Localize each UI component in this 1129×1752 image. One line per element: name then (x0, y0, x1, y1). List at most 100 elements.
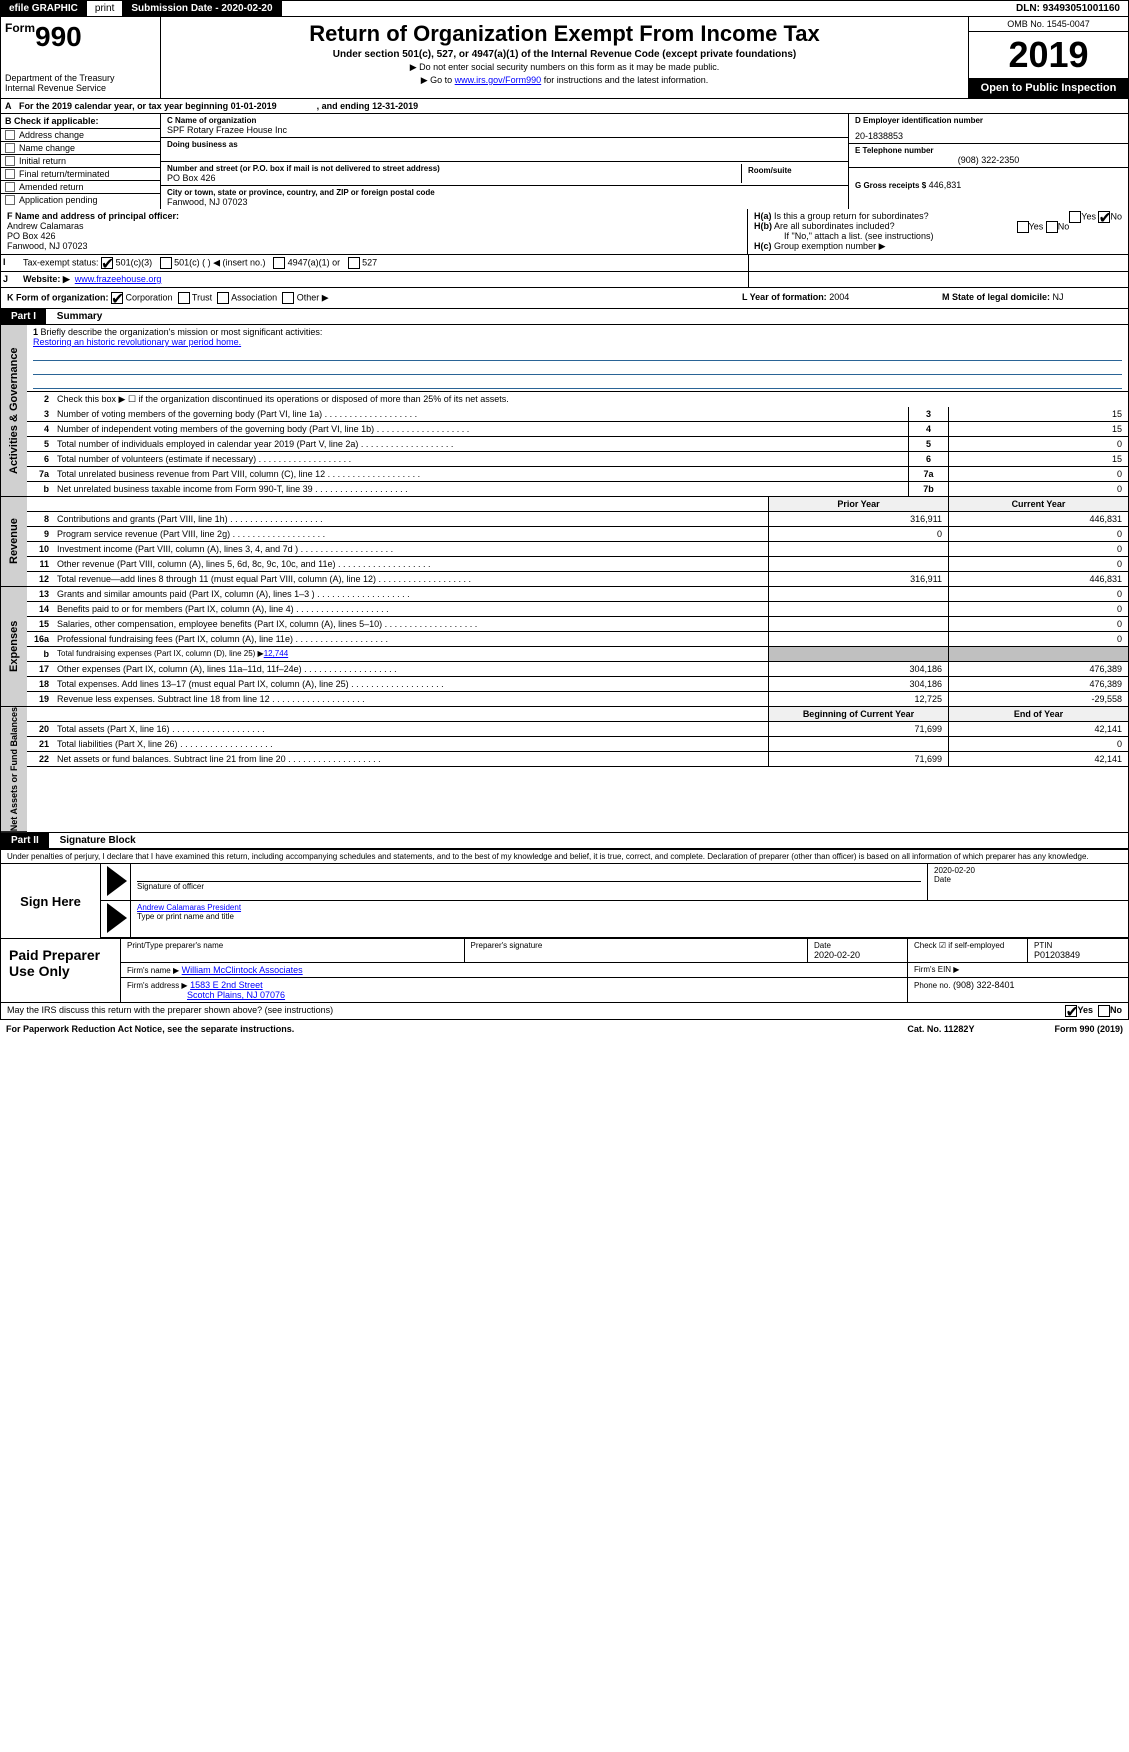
ein-label: D Employer identification number (855, 116, 1122, 125)
irs-link[interactable]: www.irs.gov/Form990 (455, 75, 542, 85)
discuss-row: May the IRS discuss this return with the… (0, 1003, 1129, 1020)
officer-name: Andrew Calamaras (7, 221, 741, 231)
gross-receipts: 446,831 (929, 180, 962, 190)
part1-title: Summary (49, 309, 111, 324)
dba-label: Doing business as (167, 140, 842, 149)
side-expenses: Expenses (1, 587, 27, 707)
chk-other[interactable] (282, 292, 294, 304)
row-klm: K Form of organization: Corporation Trus… (0, 288, 1129, 309)
row-i: I Tax-exempt status: 501(c)(3) 501(c) ( … (0, 255, 1129, 272)
efile-print[interactable]: print (87, 1, 123, 16)
hc-row: H(c) Group exemption number ▶ (754, 241, 1122, 252)
summary-line: 6Total number of volunteers (estimate if… (27, 452, 1128, 467)
chk-trust[interactable] (178, 292, 190, 304)
chk-address-change[interactable]: Address change (1, 128, 160, 141)
part2-tag: Part II (1, 833, 49, 848)
summary-line: 5Total number of individuals employed in… (27, 437, 1128, 452)
section-bcd: B Check if applicable: Address change Na… (0, 114, 1129, 209)
col-b-header: B Check if applicable: (1, 114, 160, 128)
form-header: Form990 Department of the Treasury Inter… (0, 17, 1129, 99)
row-j: J Website: ▶ www.frazeehouse.org (0, 272, 1129, 288)
summary-line: 14Benefits paid to or for members (Part … (27, 602, 1128, 617)
ha-no[interactable] (1098, 211, 1110, 223)
hb-row: H(b) Are all subordinates included? Yes … (754, 221, 1122, 231)
form-note1: ▶ Do not enter social security numbers o… (165, 62, 964, 73)
side-governance: Activities & Governance (1, 325, 27, 497)
omb-number: OMB No. 1545-0047 (969, 17, 1128, 32)
paid-label: Paid Preparer Use Only (1, 939, 121, 1002)
open-public: Open to Public Inspection (969, 78, 1128, 98)
side-netassets: Net Assets or Fund Balances (1, 707, 27, 832)
org-name: SPF Rotary Frazee House Inc (167, 125, 842, 135)
summary-line: 17Other expenses (Part IX, column (A), l… (27, 662, 1128, 677)
row-a: A For the 2019 calendar year, or tax yea… (0, 99, 1129, 114)
ha-yes[interactable] (1069, 211, 1081, 223)
hb-yes[interactable] (1017, 221, 1029, 233)
ha-row: H(a) Is this a group return for subordin… (754, 211, 1122, 221)
chk-501c3[interactable] (101, 257, 113, 269)
website-link[interactable]: www.frazeehouse.org (75, 274, 162, 284)
hdr-curr: Current Year (948, 497, 1128, 511)
summary-expenses: Expenses 13Grants and similar amounts pa… (0, 587, 1129, 707)
summary-netassets: Net Assets or Fund Balances Beginning of… (0, 707, 1129, 833)
summary-line: 18Total expenses. Add lines 13–17 (must … (27, 677, 1128, 692)
paid-preparer-block: Paid Preparer Use Only Print/Type prepar… (0, 939, 1129, 1003)
signature-arrow-icon (107, 903, 127, 933)
efile-bar: efile GRAPHIC print Submission Date - 20… (0, 0, 1129, 17)
tax-year: 2019 (969, 32, 1128, 78)
chk-corp[interactable] (111, 292, 123, 304)
summary-revenue: Revenue Prior Year Current Year 8Contrib… (0, 497, 1129, 587)
col-b: B Check if applicable: Address change Na… (1, 114, 161, 209)
chk-527[interactable] (348, 257, 360, 269)
summary-line: 22Net assets or fund balances. Subtract … (27, 752, 1128, 767)
chk-501c[interactable] (160, 257, 172, 269)
summary-line: 8Contributions and grants (Part VIII, li… (27, 512, 1128, 527)
chk-name-change[interactable]: Name change (1, 141, 160, 154)
chk-4947[interactable] (273, 257, 285, 269)
city: Fanwood, NJ 07023 (167, 197, 842, 207)
dept-treasury: Department of the Treasury Internal Reve… (5, 73, 156, 93)
room-label: Room/suite (748, 166, 836, 175)
summary-line: 15Salaries, other compensation, employee… (27, 617, 1128, 632)
summary-line: 9Program service revenue (Part VIII, lin… (27, 527, 1128, 542)
hdr-begin: Beginning of Current Year (768, 707, 948, 721)
hb-no[interactable] (1046, 221, 1058, 233)
form-title: Return of Organization Exempt From Incom… (165, 21, 964, 47)
phone-label: E Telephone number (855, 146, 1122, 155)
chk-assoc[interactable] (217, 292, 229, 304)
officer-typed-name: Andrew Calamaras President (137, 903, 1122, 912)
chk-final-return[interactable]: Final return/terminated (1, 167, 160, 180)
summary-line: 10Investment income (Part VIII, column (… (27, 542, 1128, 557)
side-revenue: Revenue (1, 497, 27, 587)
ein: 20-1838853 (855, 131, 1122, 141)
footer: For Paperwork Reduction Act Notice, see … (0, 1020, 1129, 1038)
summary-line: 20Total assets (Part X, line 16)71,69942… (27, 722, 1128, 737)
summary-line: bNet unrelated business taxable income f… (27, 482, 1128, 497)
summary-line: 4Number of independent voting members of… (27, 422, 1128, 437)
discuss-no[interactable] (1098, 1005, 1110, 1017)
form-note2: ▶ Go to www.irs.gov/Form990 for instruct… (165, 75, 964, 86)
summary-line: 16aProfessional fundraising fees (Part I… (27, 632, 1128, 647)
summary-governance: Activities & Governance 1 Briefly descri… (0, 325, 1129, 497)
part1-bar: Part I Summary (0, 309, 1129, 325)
chk-initial-return[interactable]: Initial return (1, 154, 160, 167)
hdr-prior: Prior Year (768, 497, 948, 511)
signature-arrow-icon (107, 866, 127, 896)
officer-addr1: PO Box 426 (7, 231, 741, 241)
gross-label: G Gross receipts $ (855, 181, 926, 190)
summary-line: 19Revenue less expenses. Subtract line 1… (27, 692, 1128, 707)
part2-bar: Part II Signature Block (0, 833, 1129, 849)
org-name-label: C Name of organization (167, 116, 842, 125)
form-subtitle: Under section 501(c), 527, or 4947(a)(1)… (165, 49, 964, 60)
summary-line: 7aTotal unrelated business revenue from … (27, 467, 1128, 482)
chk-amended-return[interactable]: Amended return (1, 180, 160, 193)
addr-label: Number and street (or P.O. box if mail i… (167, 164, 741, 173)
efile-graphic: efile GRAPHIC (1, 1, 87, 16)
summary-line: 11Other revenue (Part VIII, column (A), … (27, 557, 1128, 572)
addr: PO Box 426 (167, 173, 741, 183)
sign-here-label: Sign Here (1, 864, 101, 938)
discuss-yes[interactable] (1065, 1005, 1077, 1017)
summary-line: 12Total revenue—add lines 8 through 11 (… (27, 572, 1128, 587)
chk-application-pending[interactable]: Application pending (1, 193, 160, 206)
sign-block: Sign Here Signature of officer 2020-02-2… (0, 864, 1129, 939)
